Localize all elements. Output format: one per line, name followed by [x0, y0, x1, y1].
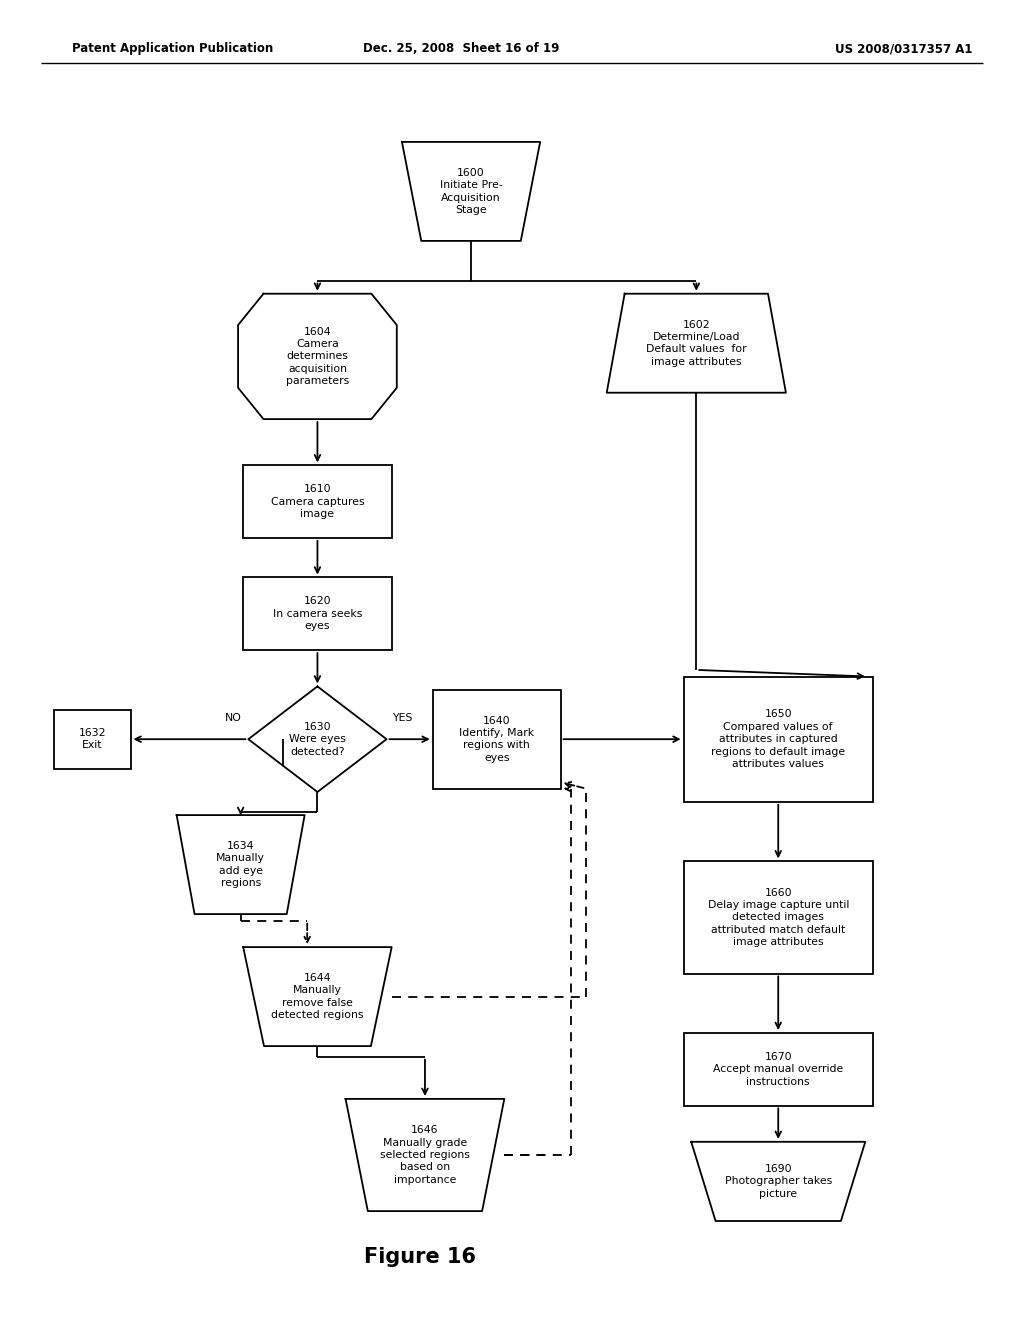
Text: 1600
Initiate Pre-
Acquisition
Stage: 1600 Initiate Pre- Acquisition Stage — [439, 168, 503, 215]
Text: NO: NO — [224, 713, 242, 723]
Text: Patent Application Publication: Patent Application Publication — [72, 42, 273, 55]
Bar — [244, 577, 391, 649]
Text: 1690
Photographer takes
picture: 1690 Photographer takes picture — [725, 1164, 831, 1199]
Text: Figure 16: Figure 16 — [364, 1246, 476, 1267]
Text: 1670
Accept manual override
instructions: 1670 Accept manual override instructions — [713, 1052, 844, 1086]
Polygon shape — [176, 816, 305, 913]
Text: YES: YES — [392, 713, 412, 723]
Polygon shape — [691, 1142, 865, 1221]
Bar — [684, 861, 872, 974]
Text: 1630
Were eyes
detected?: 1630 Were eyes detected? — [289, 722, 346, 756]
Bar — [244, 465, 391, 539]
Polygon shape — [606, 294, 786, 393]
Polygon shape — [238, 294, 397, 420]
Text: 1620
In camera seeks
eyes: 1620 In camera seeks eyes — [272, 597, 362, 631]
Bar — [432, 689, 561, 788]
Polygon shape — [244, 948, 391, 1045]
Text: 1610
Camera captures
image: 1610 Camera captures image — [270, 484, 365, 519]
Bar — [684, 676, 872, 801]
Text: US 2008/0317357 A1: US 2008/0317357 A1 — [836, 42, 973, 55]
Bar — [53, 710, 131, 768]
Text: 1634
Manually
add eye
regions: 1634 Manually add eye regions — [216, 841, 265, 888]
Text: Dec. 25, 2008  Sheet 16 of 19: Dec. 25, 2008 Sheet 16 of 19 — [362, 42, 559, 55]
Text: 1632
Exit: 1632 Exit — [79, 729, 105, 750]
Text: 1640
Identify, Mark
regions with
eyes: 1640 Identify, Mark regions with eyes — [459, 715, 535, 763]
Polygon shape — [345, 1098, 504, 1212]
Text: 1602
Determine/Load
Default values  for
image attributes: 1602 Determine/Load Default values for i… — [646, 319, 746, 367]
Bar — [684, 1032, 872, 1106]
Text: 1646
Manually grade
selected regions
based on
importance: 1646 Manually grade selected regions bas… — [380, 1125, 470, 1185]
Polygon shape — [248, 686, 387, 792]
Polygon shape — [401, 143, 541, 242]
Text: 1650
Compared values of
attributes in captured
regions to default image
attribut: 1650 Compared values of attributes in ca… — [712, 709, 845, 770]
Text: 1644
Manually
remove false
detected regions: 1644 Manually remove false detected regi… — [271, 973, 364, 1020]
Text: 1604
Camera
determines
acquisition
parameters: 1604 Camera determines acquisition param… — [286, 326, 349, 387]
Text: 1660
Delay image capture until
detected images
attributed match default
image at: 1660 Delay image capture until detected … — [708, 887, 849, 948]
